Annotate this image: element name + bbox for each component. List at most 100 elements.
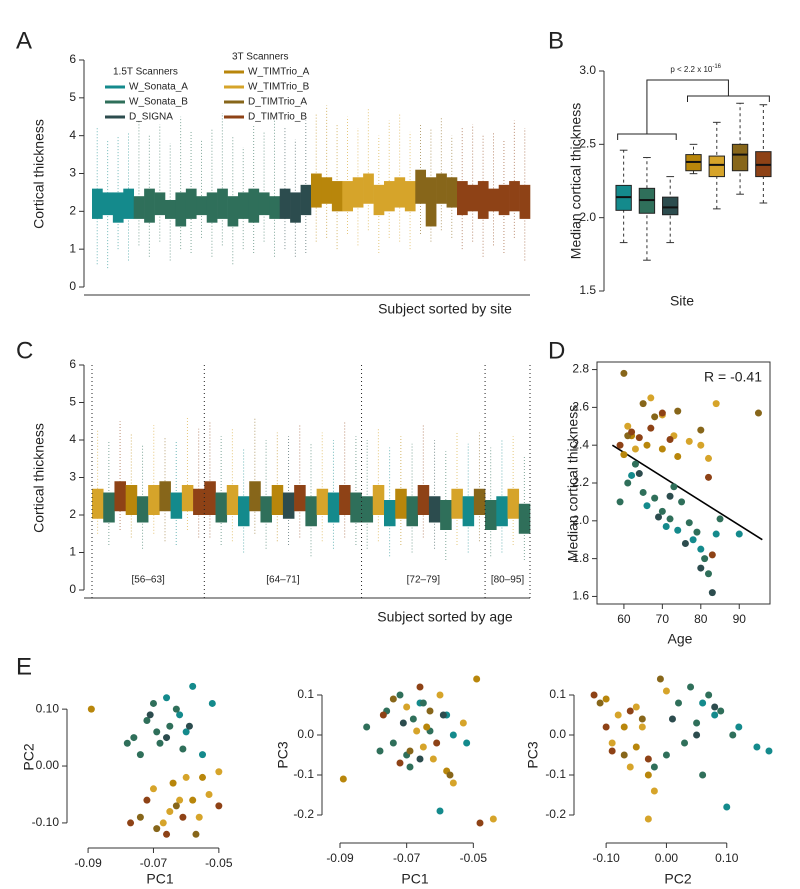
box: [451, 488, 463, 519]
box: [404, 181, 416, 212]
point: [363, 723, 371, 731]
point: [666, 436, 674, 444]
box: [384, 181, 395, 212]
box: [425, 177, 437, 227]
y-tick-label: 0.1: [297, 687, 314, 701]
point: [436, 807, 444, 815]
point: [632, 743, 640, 751]
point: [614, 711, 622, 719]
point: [697, 426, 705, 434]
box: [467, 184, 479, 212]
point: [436, 691, 444, 699]
box: [518, 503, 531, 534]
box: [196, 196, 208, 216]
point: [729, 731, 737, 739]
point: [697, 545, 705, 553]
box: [125, 485, 138, 515]
point: [476, 819, 484, 827]
point: [681, 540, 689, 547]
x-axis-title: Subject sorted by site: [378, 301, 512, 317]
point: [396, 691, 404, 699]
y-tick-label: -0.2: [545, 807, 566, 821]
point: [638, 715, 646, 723]
point: [608, 747, 616, 755]
point: [635, 470, 643, 478]
x-tick-label: 0.10: [715, 851, 739, 865]
p-value-exponent: -16: [712, 64, 721, 70]
point: [668, 715, 676, 723]
x-tick-label: -0.09: [74, 856, 102, 870]
point: [439, 711, 447, 719]
point: [339, 775, 347, 783]
box: [394, 177, 406, 208]
panel-letter: D: [548, 337, 565, 364]
point: [624, 479, 632, 487]
box: [350, 492, 362, 523]
y-tick-label: 2.4: [572, 437, 589, 451]
point: [716, 515, 724, 523]
y-tick-label: 0.0: [297, 727, 314, 741]
point: [182, 773, 190, 781]
y-tick-label: 2.0: [572, 513, 589, 527]
box: [279, 188, 291, 219]
point: [735, 530, 743, 538]
point: [185, 722, 193, 730]
point: [693, 719, 701, 727]
regression-line: [611, 444, 763, 541]
point: [699, 699, 707, 707]
box: [181, 485, 194, 512]
x-tick-label: 0.00: [655, 851, 679, 865]
box: [372, 485, 385, 515]
point: [754, 409, 762, 417]
point: [626, 763, 634, 771]
point: [596, 699, 604, 707]
y-tick-label: 0.0: [549, 727, 566, 741]
box: [159, 481, 171, 512]
point: [163, 830, 171, 838]
point: [616, 441, 624, 449]
box: [123, 188, 135, 219]
point: [717, 707, 725, 715]
y-tick-label: 2: [69, 507, 76, 521]
point: [689, 536, 697, 544]
point: [735, 723, 743, 731]
point: [644, 815, 652, 823]
box: [384, 500, 396, 527]
point: [685, 437, 693, 445]
point: [149, 699, 157, 707]
x-axis-title: PC1: [401, 871, 428, 887]
y-tick-label: 2.5: [579, 137, 596, 151]
point: [643, 502, 651, 510]
box: [708, 155, 725, 178]
y-tick-label: 1: [69, 241, 76, 255]
box: [271, 485, 284, 515]
point: [163, 694, 171, 702]
y-tick-label: -0.1: [545, 767, 566, 781]
point: [708, 589, 716, 597]
point: [662, 522, 670, 530]
box: [148, 485, 160, 515]
point: [409, 715, 417, 723]
box: [509, 181, 520, 212]
box: [457, 181, 468, 216]
bracket: [617, 128, 677, 140]
y-tick-label: 0: [69, 279, 76, 293]
point: [674, 526, 682, 534]
point: [693, 731, 701, 739]
point: [159, 819, 167, 827]
point: [156, 739, 164, 747]
point: [704, 454, 712, 462]
panel-letter: B: [548, 27, 564, 54]
correlation-label: R = -0.41: [704, 369, 762, 385]
point: [685, 519, 693, 527]
point: [655, 513, 663, 521]
point: [163, 734, 171, 742]
box: [339, 485, 351, 515]
legend-label: W_Sonata_B: [129, 97, 188, 108]
box: [473, 488, 486, 515]
box: [446, 177, 458, 208]
box: [154, 192, 166, 216]
y-tick-label: 4: [69, 128, 76, 142]
plot-frame: [596, 361, 771, 605]
point: [143, 717, 151, 725]
